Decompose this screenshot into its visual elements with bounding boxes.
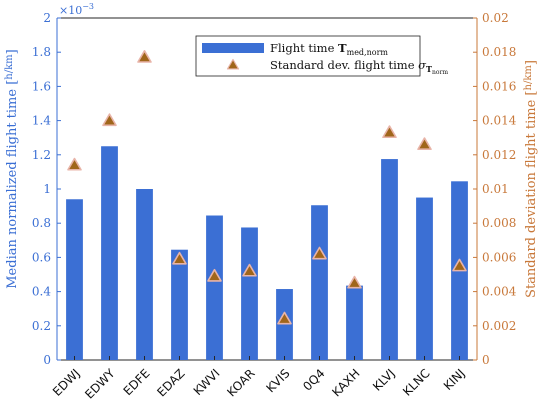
y-right-label-bracket-open: [ xyxy=(524,90,539,95)
y-right-label-unit-den: km xyxy=(523,65,534,81)
marker-klnc xyxy=(417,137,432,151)
bar-kwvi xyxy=(206,215,223,360)
legend-bar-subscript: med,norm xyxy=(347,48,389,57)
y-right-tick-label: 0.008 xyxy=(482,216,516,230)
marker-kinj xyxy=(452,258,467,272)
x-tick-label-edfe: EDFE xyxy=(121,366,153,398)
y-right-label-bracket-close: ] xyxy=(524,60,539,65)
y-right-tick-label: 0.014 xyxy=(482,114,517,128)
y-right-label: Standard deviation flight time [h/km] xyxy=(523,60,539,298)
y-left-tick-label: 0.6 xyxy=(32,250,51,264)
y-right-tick-label: 0.002 xyxy=(482,319,516,333)
y-left-tick-label: 1.2 xyxy=(32,148,51,162)
y-left-label-unit-slash: / xyxy=(4,69,15,73)
y-left-tick-label: 1 xyxy=(43,182,51,196)
y-right-label-group: Standard deviation flight time [h/km] xyxy=(523,60,539,298)
multiplier-base: ×10 xyxy=(59,4,82,17)
legend-marker-text: Standard dev. flight time xyxy=(270,58,418,72)
bar-0q4 xyxy=(311,205,328,360)
y-left-label-group: Median normalized flight time [h/km] xyxy=(4,49,20,289)
y-left-label-bracket-open: [ xyxy=(5,80,20,85)
y-left-multiplier: ×10−3 xyxy=(59,2,94,17)
y-right-tick-label: 0.02 xyxy=(482,11,509,25)
x-tick-label-edwj: EDWJ xyxy=(50,366,83,399)
bar-edwj xyxy=(66,199,83,360)
x-tick-label-kvis: KVIS xyxy=(263,366,292,395)
marker-klvj xyxy=(382,125,397,139)
marker-edfe xyxy=(137,50,152,63)
y-right-tick-label: 0.018 xyxy=(482,45,516,59)
x-tick-label-0q4: 0Q4 xyxy=(300,366,327,393)
y-left-tick-label: 0.2 xyxy=(32,319,51,333)
legend-marker-subsubscript: norm xyxy=(432,69,448,76)
legend-marker-label: Standard dev. flight time σTnorm xyxy=(270,58,448,76)
y-left-tick-label: 0.8 xyxy=(32,216,51,230)
y-left-label-main: Median normalized flight time xyxy=(5,85,20,289)
x-tick-label-edaz: EDAZ xyxy=(154,366,187,399)
y-right-tick-label: 0.01 xyxy=(482,182,509,196)
marker-0q4 xyxy=(312,246,327,260)
x-tick-label-klnc: KLNC xyxy=(400,366,432,398)
y-left-label-unit-num: h xyxy=(4,73,15,80)
y-left-tick-label: 1.8 xyxy=(32,45,51,59)
y-right-label-unit-num: h xyxy=(523,83,534,90)
x-tick-label-kaxh: KAXH xyxy=(329,366,362,399)
bar-edaz xyxy=(171,249,188,360)
y-right-label-unit-slash: / xyxy=(523,80,534,84)
y-right-tick-label: 0.004 xyxy=(482,285,517,299)
marker-kwvi xyxy=(207,268,222,282)
y-left-tick-label: 2 xyxy=(43,11,51,25)
x-tick-label-edwy: EDWY xyxy=(82,366,118,402)
bar-kvis xyxy=(276,289,293,360)
marker-edwy xyxy=(102,113,117,127)
y-left-tick-label: 1.6 xyxy=(32,79,51,93)
marker-edaz xyxy=(172,251,187,265)
y-left-label-bracket-close: ] xyxy=(5,49,20,54)
y-right-tick-label: 0 xyxy=(482,353,490,367)
y-right-tick-label: 0.016 xyxy=(482,79,516,93)
bar-koar xyxy=(241,227,258,360)
bar-edfe xyxy=(136,189,153,360)
marker-kaxh xyxy=(347,275,362,289)
y-left-tick-label: 0.4 xyxy=(32,285,51,299)
y-left-label-unit-den: km xyxy=(4,54,15,70)
y-right-tick-label: 0.012 xyxy=(482,148,516,162)
y-right-tick-label: 0.006 xyxy=(482,250,516,264)
x-tick-label-kinj: KINJ xyxy=(441,366,468,393)
bar-edwy xyxy=(101,146,118,360)
x-tick-label-klvj: KLVJ xyxy=(370,366,398,394)
bar-klvj xyxy=(381,159,398,360)
multiplier-exponent: −3 xyxy=(82,2,94,11)
bar-klnc xyxy=(416,197,433,360)
x-tick-label-koar: KOAR xyxy=(224,366,257,399)
bar-kaxh xyxy=(346,285,363,360)
marker-kvis xyxy=(277,311,292,325)
legend-bar-text: Flight time xyxy=(270,41,338,55)
marker-koar xyxy=(242,263,257,277)
legend-marker-swatch xyxy=(226,58,240,70)
y-left-tick-label: 1.4 xyxy=(32,114,51,128)
x-tick-label-kwvi: KWVI xyxy=(191,366,223,398)
legend-bar-label: Flight time Tmed,norm xyxy=(270,41,388,57)
legend-marker-subscript: T xyxy=(426,64,432,74)
y-right-label-main: Standard deviation flight time xyxy=(524,96,539,298)
legend-bar-swatch xyxy=(202,43,264,53)
marker-edwj xyxy=(67,157,82,171)
y-left-label: Median normalized flight time [h/km] xyxy=(4,49,20,289)
legend-bar-symbol: T xyxy=(338,41,347,55)
y-left-tick-label: 0 xyxy=(43,353,51,367)
legend-marker-symbol: σ xyxy=(418,58,427,72)
